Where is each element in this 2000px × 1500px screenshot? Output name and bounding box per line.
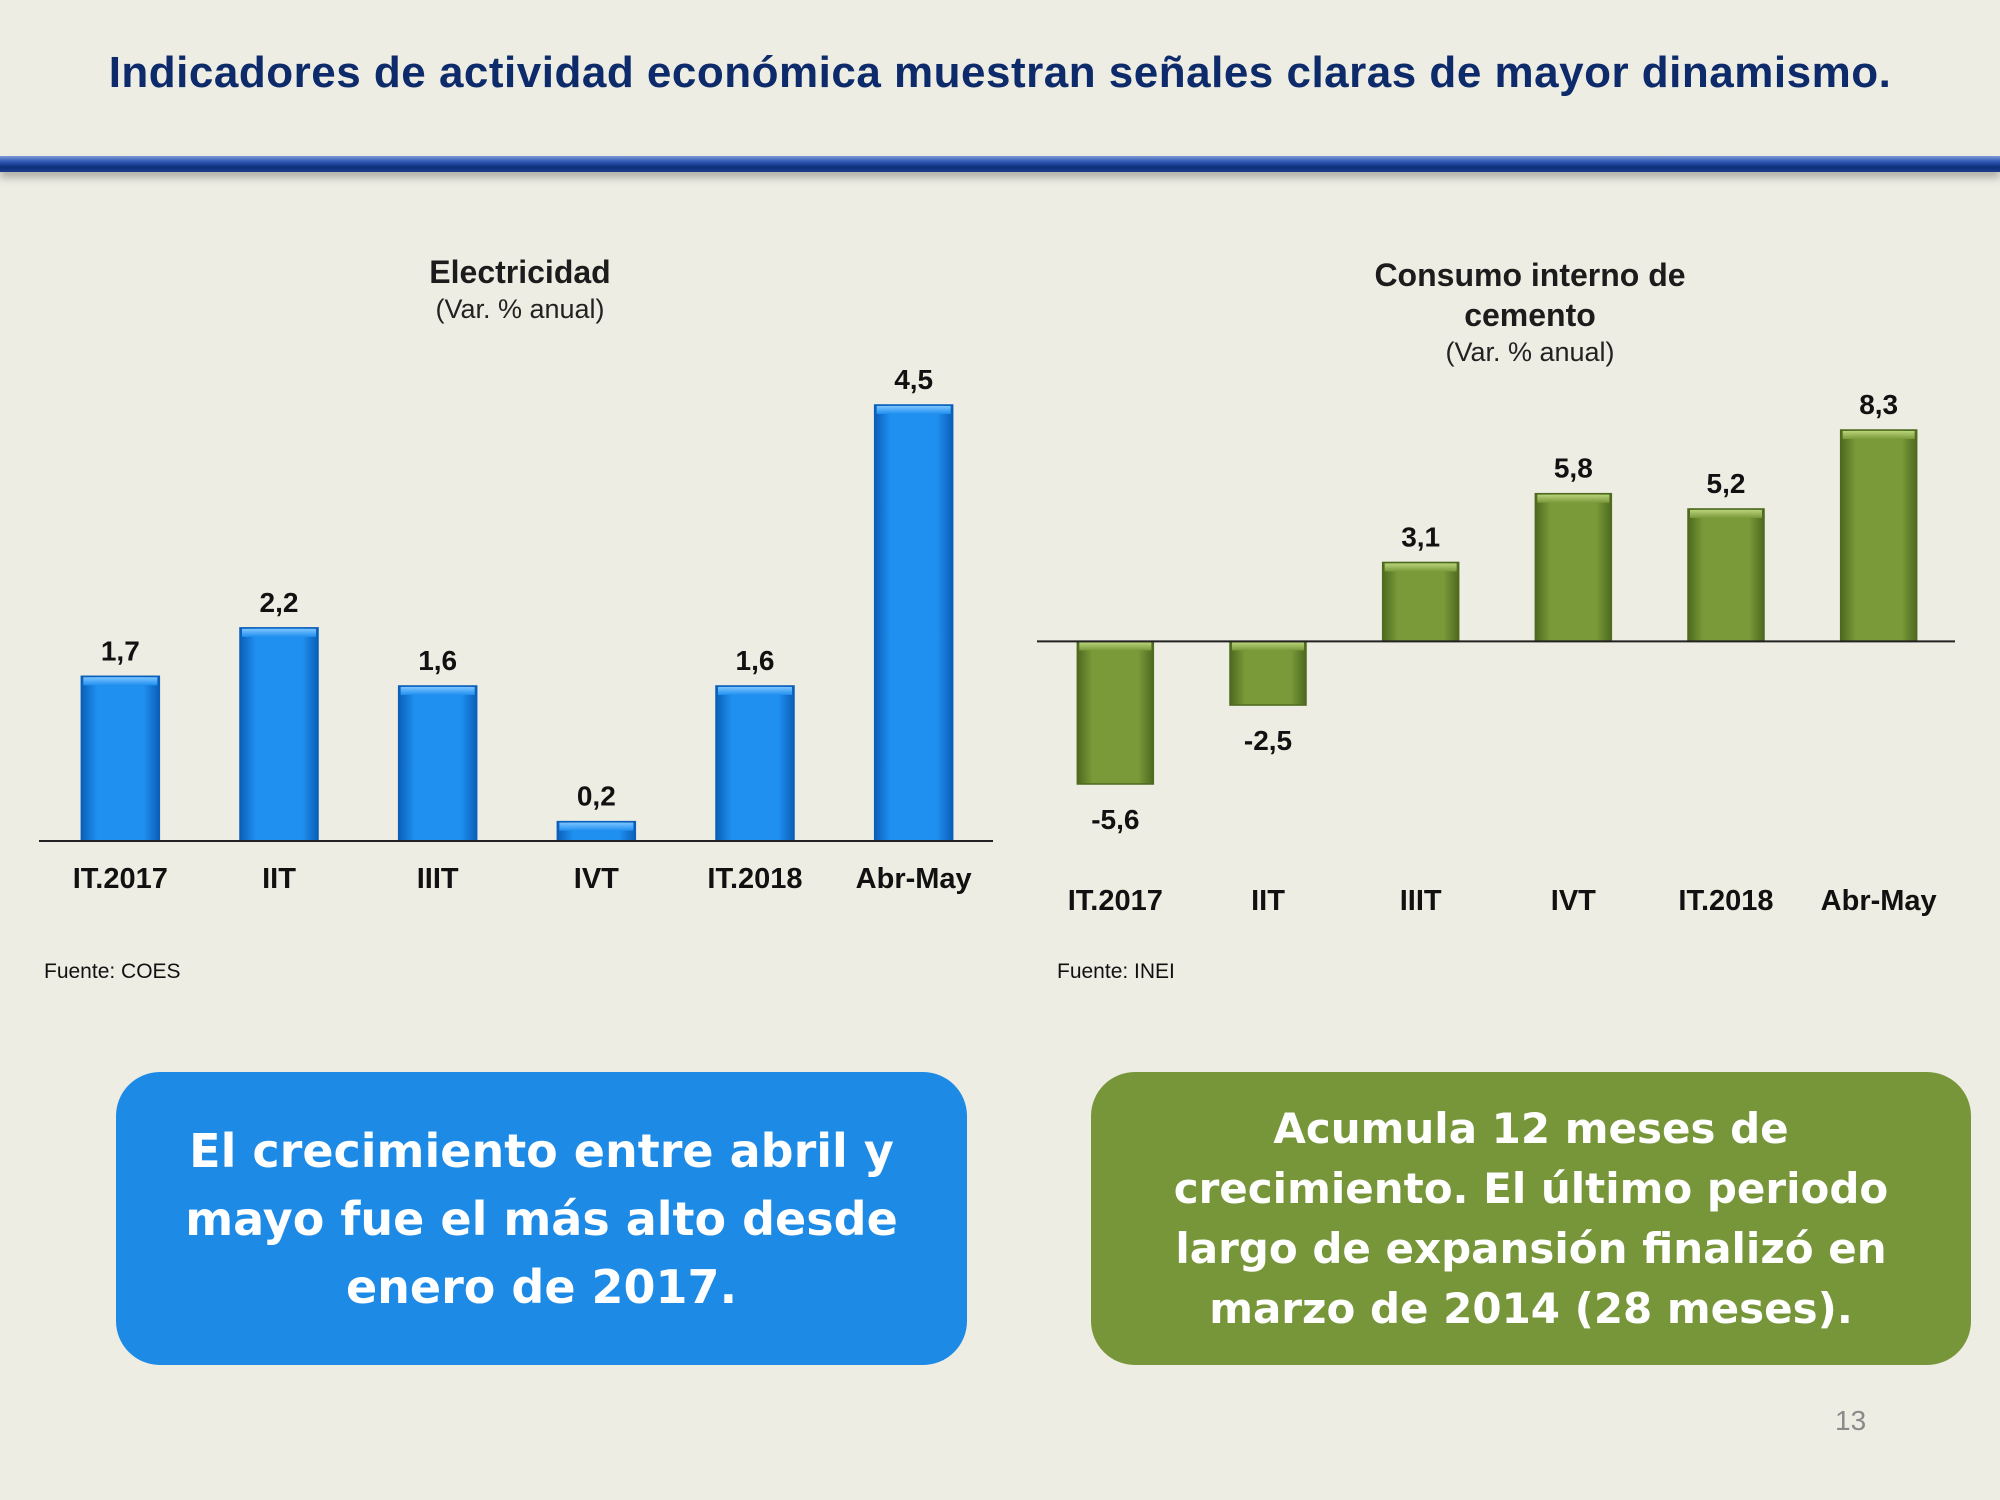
cement-chart-subtitle: (Var. % anual) [1445,337,1615,367]
x-tick-label: IVT [1551,885,1596,917]
cement-chart: -5,6 IT.2017 -2,5 IIT 3,1 IIIT 5,8 IVT 5,2 IT.201… [1037,389,1955,917]
data-label: 2,2 [260,587,299,618]
title-divider [0,156,2000,172]
data-label: 0,2 [577,781,616,812]
bar-group [239,627,319,842]
cement-source: Fuente: INEI [1057,960,1175,983]
bar-group [80,675,161,842]
bar [1839,429,1918,643]
bar-highlight [242,628,316,637]
bar-highlight [718,686,792,695]
data-label: 1,7 [101,635,140,666]
bar [1381,561,1460,643]
bar-highlight [1384,563,1457,572]
electricity-source: Fuente: COES [44,960,181,983]
bar [397,685,478,842]
cement-chart-header: Consumo interno de cemento (Var. % anual… [1330,255,1730,369]
bar-highlight [559,822,634,831]
x-tick-label: IIIT [417,863,459,895]
x-tick-label: IT.2017 [73,863,168,895]
x-tick-label: IIT [262,863,296,895]
bar-highlight [1842,431,1915,439]
bar-group [715,685,795,842]
data-label: 1,6 [736,645,775,676]
bar-highlight [400,686,475,695]
bar-group [1381,561,1460,643]
electricity-chart-subtitle: (Var. % anual) [435,294,605,324]
data-label: 5,2 [1707,468,1746,499]
bar-highlight [1690,509,1762,518]
bar-group [556,820,637,842]
bar-group [1076,640,1155,785]
bar-group [1534,492,1613,643]
bar [1534,492,1613,643]
bar [1687,508,1765,643]
electricity-chart-title: Electricidad [429,254,611,290]
bar [80,675,161,842]
bar-highlight [1079,642,1152,651]
electricity-chart: 1,7 IT.2017 2,2 IIT 1,6 IIIT 0,2 IVT 1,6 IT.2018 4… [39,364,993,895]
bar-group [873,404,954,842]
bar [1229,640,1307,706]
bar [1076,640,1155,785]
x-tick-label: IT.2018 [707,863,802,895]
bar-highlight [1232,642,1304,651]
bar-highlight [876,406,951,414]
data-label: 4,5 [894,364,933,395]
page-title: Indicadores de actividad económica muest… [108,48,1892,97]
x-tick-label: IT.2018 [1678,885,1773,917]
cement-callout-text: Acumula 12 meses de crecimiento. El últi… [1173,1103,1889,1333]
bar-group [1839,429,1918,643]
x-tick-label: Abr-May [856,863,972,895]
electricity-callout: El crecimiento entre abril y mayo fue el… [116,1072,967,1365]
bar [239,627,319,842]
x-tick-label: IIIT [1400,885,1442,917]
cement-chart-title-line1: Consumo interno de [1374,257,1686,293]
electricity-chart-header: Electricidad (Var. % anual) [320,252,720,326]
x-tick-label: IT.2017 [1068,885,1163,917]
electricity-callout-text: El crecimiento entre abril y mayo fue el… [185,1123,898,1314]
page-number: 13 [1835,1405,1867,1436]
bar [715,685,795,842]
x-tick-label: IVT [574,863,619,895]
data-label: -5,6 [1091,804,1139,835]
bar-group [1229,640,1307,706]
bar-group [397,685,478,842]
data-label: 1,6 [418,645,457,676]
x-tick-label: Abr-May [1821,885,1937,917]
bar-highlight [1537,494,1610,503]
data-label: 5,8 [1554,453,1593,484]
x-tick-label: IIT [1251,885,1285,917]
cement-chart-title-line2: cemento [1464,297,1596,333]
data-label: -2,5 [1244,725,1292,756]
bar [873,404,954,842]
bar-group [1687,508,1765,643]
data-label: 8,3 [1859,389,1898,420]
cement-callout: Acumula 12 meses de crecimiento. El últi… [1091,1072,1971,1365]
bar-highlight [83,677,158,686]
data-label: 3,1 [1401,521,1440,552]
